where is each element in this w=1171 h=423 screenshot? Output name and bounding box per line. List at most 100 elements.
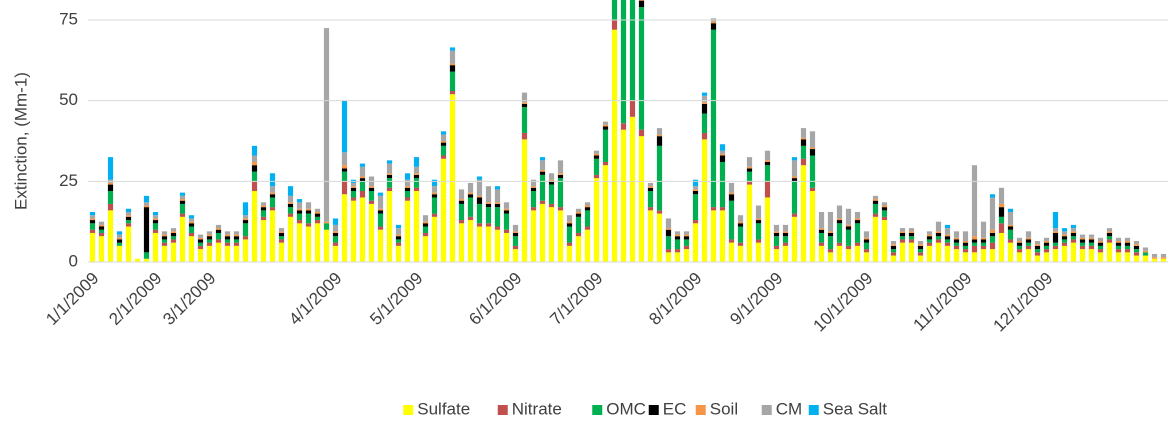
bar-segment [593,178,600,262]
bar-segment [314,213,321,217]
bar-segment [773,232,780,237]
bar-segment [314,208,321,212]
bar-segment [1088,245,1095,250]
bar-segment [575,211,582,214]
bar-segment [152,218,159,221]
bar-segment [962,252,969,262]
bar-segment [908,242,915,262]
bar-segment [494,229,501,262]
bar-segment [395,224,402,229]
bar-segment [1043,242,1050,246]
bar-segment [1106,239,1113,243]
bar-segment [935,232,942,237]
bar-segment [206,234,213,237]
bar-segment [692,191,699,195]
bar-segment [386,174,393,179]
bar-segment [782,224,789,232]
bar-segment [350,191,357,198]
bar-segment [197,249,204,262]
bar-segment [827,249,834,253]
bar-segment [512,224,519,232]
bar-segment [1043,249,1050,253]
bar-segment [296,199,303,203]
bar-segment [1025,249,1032,262]
bar-segment [926,242,933,246]
bar-segment [332,224,339,232]
bar-segment [890,252,897,256]
bar-segment [233,231,240,235]
bar-segment [404,186,411,188]
bar-segment [251,165,258,172]
bar-segment [665,252,672,262]
bar-segment [917,249,924,253]
bar-segment [746,171,753,182]
bar-segment [602,161,609,166]
bar-segment [512,245,519,250]
bar-segment [719,150,726,154]
bar-segment [1052,242,1059,246]
bar-segment [791,160,798,177]
bar-segment [440,141,447,143]
bar-segment [728,239,735,243]
bar-segment [764,165,771,182]
bar-segment [1070,242,1077,262]
bar-segment [350,186,357,188]
bar-segment [566,223,573,227]
bar-segment [143,258,150,262]
bar-segment [125,215,132,217]
bar-segment [899,242,906,262]
bar-segment [98,226,105,230]
bar-segment [647,186,654,188]
bar-segment [323,223,330,230]
bar-segment [125,223,132,227]
bar-segment [539,200,546,204]
bar-segment [1124,252,1131,262]
y-tick-label: 25 [59,171,78,190]
bar-segment [836,245,843,262]
bar-segment [1088,249,1095,262]
bar-segment [1097,237,1104,242]
bar-segment [143,202,150,206]
bar-segment [188,232,195,237]
bar-segment [1097,252,1104,262]
bar-segment [593,150,600,154]
bar-segment [314,223,321,262]
bar-segment [800,137,807,140]
bar-segment [899,232,906,237]
bar-segment [728,194,735,201]
bar-segment [503,232,510,262]
bar-segment [314,220,321,224]
bar-segment [638,0,645,1]
bar-segment [584,210,591,227]
bar-segment [404,200,411,262]
bar-segment [1097,245,1104,250]
bar-segment [1052,249,1059,262]
bar-segment [521,107,528,133]
bar-segment [1088,237,1095,240]
bar-segment [413,174,420,179]
bar-segment [1052,245,1059,250]
bar-segment [458,189,465,200]
bar-segment [584,226,591,230]
bar-segment [395,234,402,237]
bar-segment [485,223,492,227]
bar-segment [656,128,663,135]
bar-segment [296,220,303,224]
bar-segment [1052,211,1059,229]
bar-segment [467,182,474,193]
bar-segment [395,242,402,246]
legend-label: EC [663,399,687,418]
bar-segment [1034,255,1041,262]
bar-segment [854,242,861,246]
bar-segment [701,95,708,103]
bar-segment [791,216,798,262]
bar-segment [1133,241,1140,245]
bar-segment [1142,250,1149,253]
bar-segment [854,211,861,219]
bar-segment [107,184,114,192]
bar-segment [674,249,681,253]
bar-segment [296,213,303,221]
bar-segment [512,236,519,246]
bar-segment [1142,255,1149,262]
bar-segment [737,242,744,246]
